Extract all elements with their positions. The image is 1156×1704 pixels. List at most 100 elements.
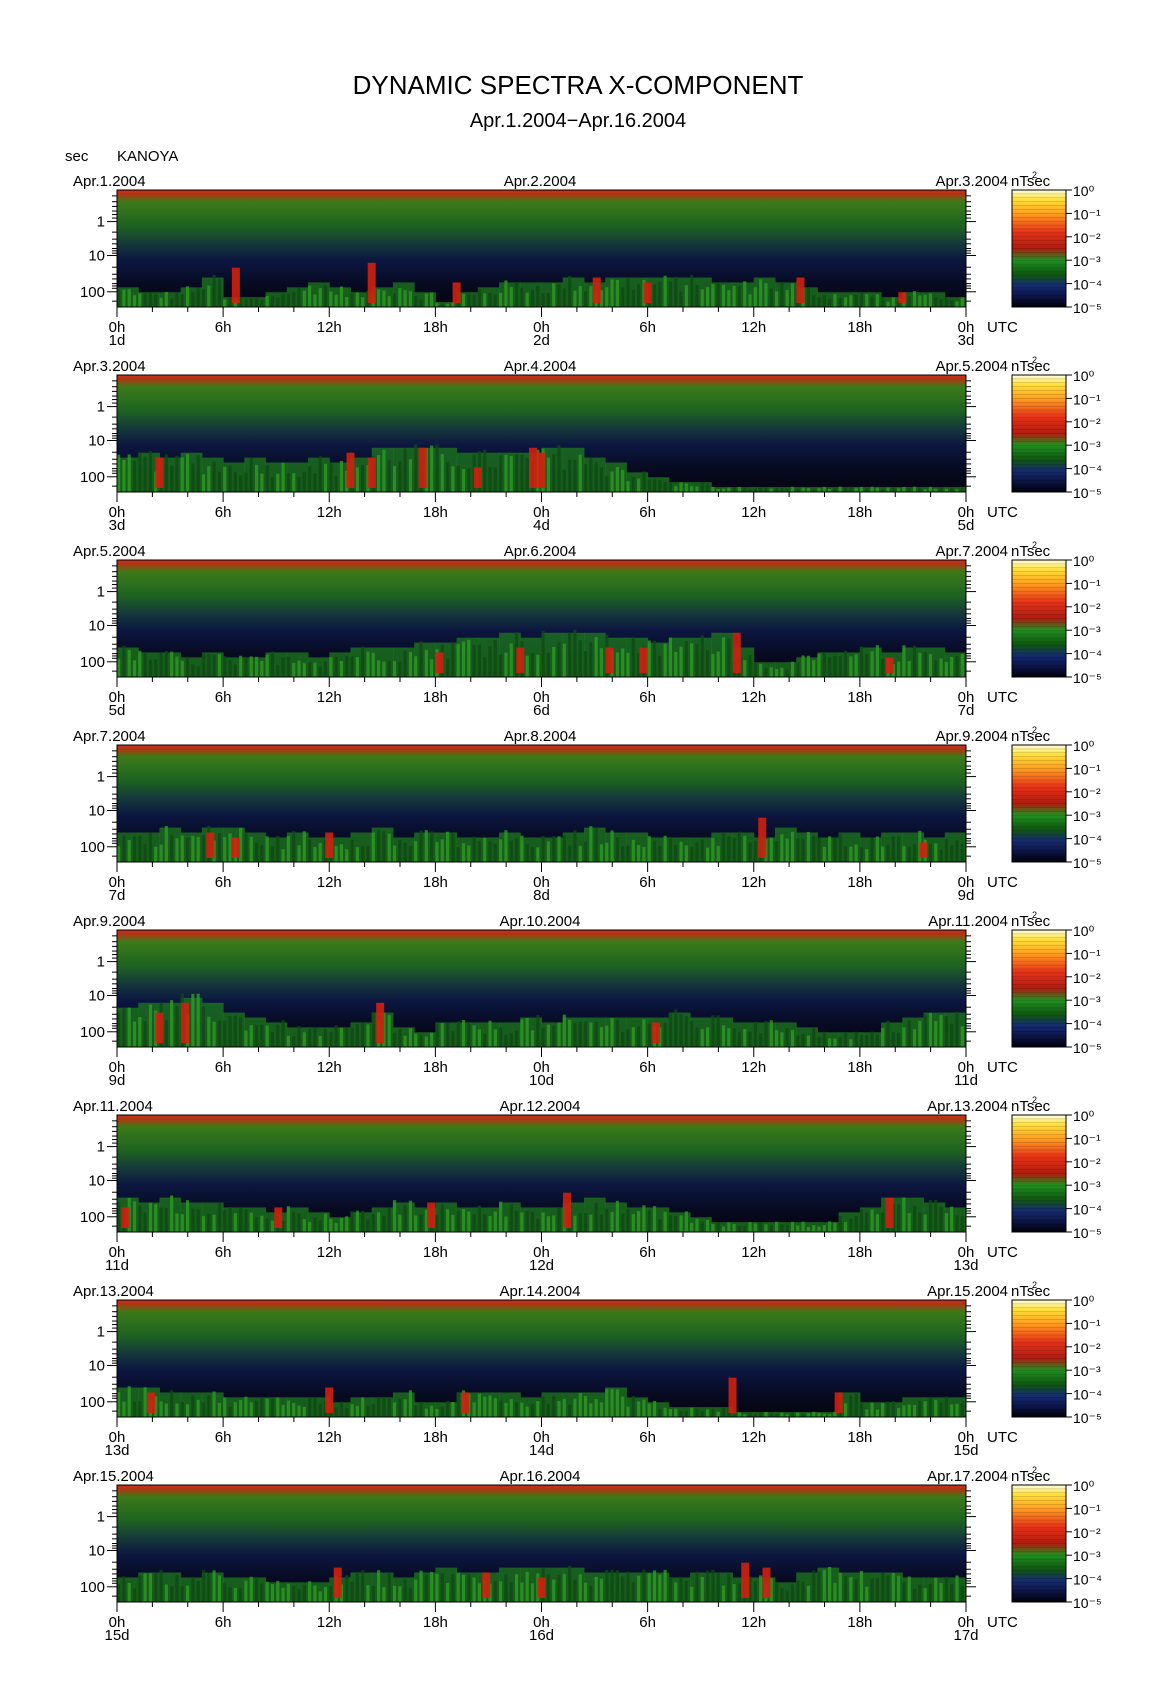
activity-streak xyxy=(276,835,280,862)
activity-streak xyxy=(897,835,901,862)
activity-streak xyxy=(928,1199,933,1232)
activity-streak xyxy=(838,833,842,862)
activity-streak xyxy=(292,473,296,492)
activity-streak xyxy=(828,657,832,677)
activity-streak xyxy=(658,1574,662,1602)
activity-streak xyxy=(472,1402,476,1417)
activity-streak xyxy=(647,479,651,492)
activity-streak xyxy=(435,1408,439,1417)
activity-streak xyxy=(350,1404,354,1417)
day-label: 14d xyxy=(529,1442,554,1459)
activity-streak xyxy=(276,1024,280,1047)
activity-streak xyxy=(828,299,832,307)
y-tick-label: 1 xyxy=(97,1324,105,1341)
activity-streak xyxy=(621,1213,625,1232)
activity-streak xyxy=(403,842,407,862)
burst-mark xyxy=(728,1377,737,1413)
activity-streak xyxy=(355,467,359,492)
burst-mark xyxy=(367,457,376,488)
activity-streak xyxy=(292,831,296,862)
activity-streak xyxy=(138,293,142,307)
activity-streak xyxy=(488,292,492,307)
y-tick-label: 100 xyxy=(80,1024,105,1041)
activity-streak xyxy=(721,488,726,492)
activity-streak xyxy=(928,1584,933,1602)
activity-streak xyxy=(748,1576,752,1602)
x-tick-label: 12h xyxy=(317,689,342,706)
activity-streak xyxy=(700,1222,704,1232)
activity-streak xyxy=(737,1226,742,1232)
activity-streak xyxy=(907,1019,911,1047)
activity-streak xyxy=(525,843,529,862)
activity-streak xyxy=(753,488,757,492)
x-tick-label: 0h xyxy=(958,319,975,336)
activity-streak xyxy=(774,1030,779,1047)
activity-streak xyxy=(918,652,922,677)
activity-streak xyxy=(897,1204,901,1232)
activity-streak xyxy=(594,637,598,677)
activity-streak xyxy=(631,1582,635,1602)
activity-streak xyxy=(345,1575,349,1602)
activity-streak xyxy=(700,635,704,677)
activity-streak xyxy=(318,1591,322,1602)
activity-streak xyxy=(292,663,296,677)
activity-streak xyxy=(249,656,253,677)
activity-streak xyxy=(461,843,466,862)
activity-streak xyxy=(302,471,306,492)
activity-streak xyxy=(403,1204,407,1232)
y-tick-label: 10 xyxy=(88,1543,105,1560)
activity-streak xyxy=(451,302,455,307)
activity-streak xyxy=(780,1588,784,1602)
activity-streak xyxy=(170,651,174,677)
activity-streak xyxy=(695,842,699,862)
x-tick-label: 18h xyxy=(847,319,872,336)
activity-streak xyxy=(456,465,460,492)
activity-streak xyxy=(658,655,662,677)
activity-streak xyxy=(647,1210,651,1232)
activity-streak xyxy=(854,1393,858,1417)
activity-streak xyxy=(716,1222,720,1232)
top-band xyxy=(117,1485,966,1488)
activity-streak xyxy=(955,1575,959,1602)
x-tick-label: 6h xyxy=(215,1059,232,1076)
activity-streak xyxy=(912,1205,917,1232)
burst-mark xyxy=(592,277,601,303)
activity-streak xyxy=(918,295,922,307)
date-left: Apr.11.2004 xyxy=(73,1098,153,1115)
activity-streak xyxy=(228,1587,232,1602)
activity-streak xyxy=(631,289,635,307)
burst-mark xyxy=(529,447,538,488)
day-label: 11d xyxy=(105,1257,129,1274)
activity-streak xyxy=(748,1412,752,1417)
activity-streak xyxy=(907,296,911,307)
activity-streak xyxy=(477,1583,482,1602)
activity-streak xyxy=(897,661,901,677)
x-tick-label: 18h xyxy=(847,689,872,706)
activity-streak xyxy=(435,842,439,862)
x-tick-label: 6h xyxy=(639,504,656,521)
activity-streak xyxy=(568,845,572,862)
activity-streak xyxy=(705,1570,710,1602)
activity-streak xyxy=(886,844,890,862)
activity-streak xyxy=(631,839,635,862)
x-tick-label: 0h xyxy=(109,874,126,891)
activity-streak xyxy=(838,297,842,307)
activity-streak xyxy=(350,293,354,307)
activity-streak xyxy=(212,654,216,677)
activity-streak xyxy=(684,285,688,307)
activity-streak xyxy=(477,289,482,307)
x-tick-label: 12h xyxy=(741,874,766,891)
activity-streak xyxy=(790,661,795,677)
activity-streak xyxy=(143,1212,147,1232)
activity-streak xyxy=(541,836,545,862)
activity-streak xyxy=(583,1396,588,1417)
activity-streak xyxy=(265,465,269,492)
activity-streak xyxy=(737,486,742,492)
colorbar-tick-label: 10⁻¹ xyxy=(1073,1131,1101,1147)
activity-streak xyxy=(180,1214,184,1232)
activity-streak xyxy=(430,292,434,307)
activity-streak xyxy=(117,289,121,307)
activity-streak xyxy=(711,486,715,492)
burst-mark xyxy=(121,1207,130,1228)
